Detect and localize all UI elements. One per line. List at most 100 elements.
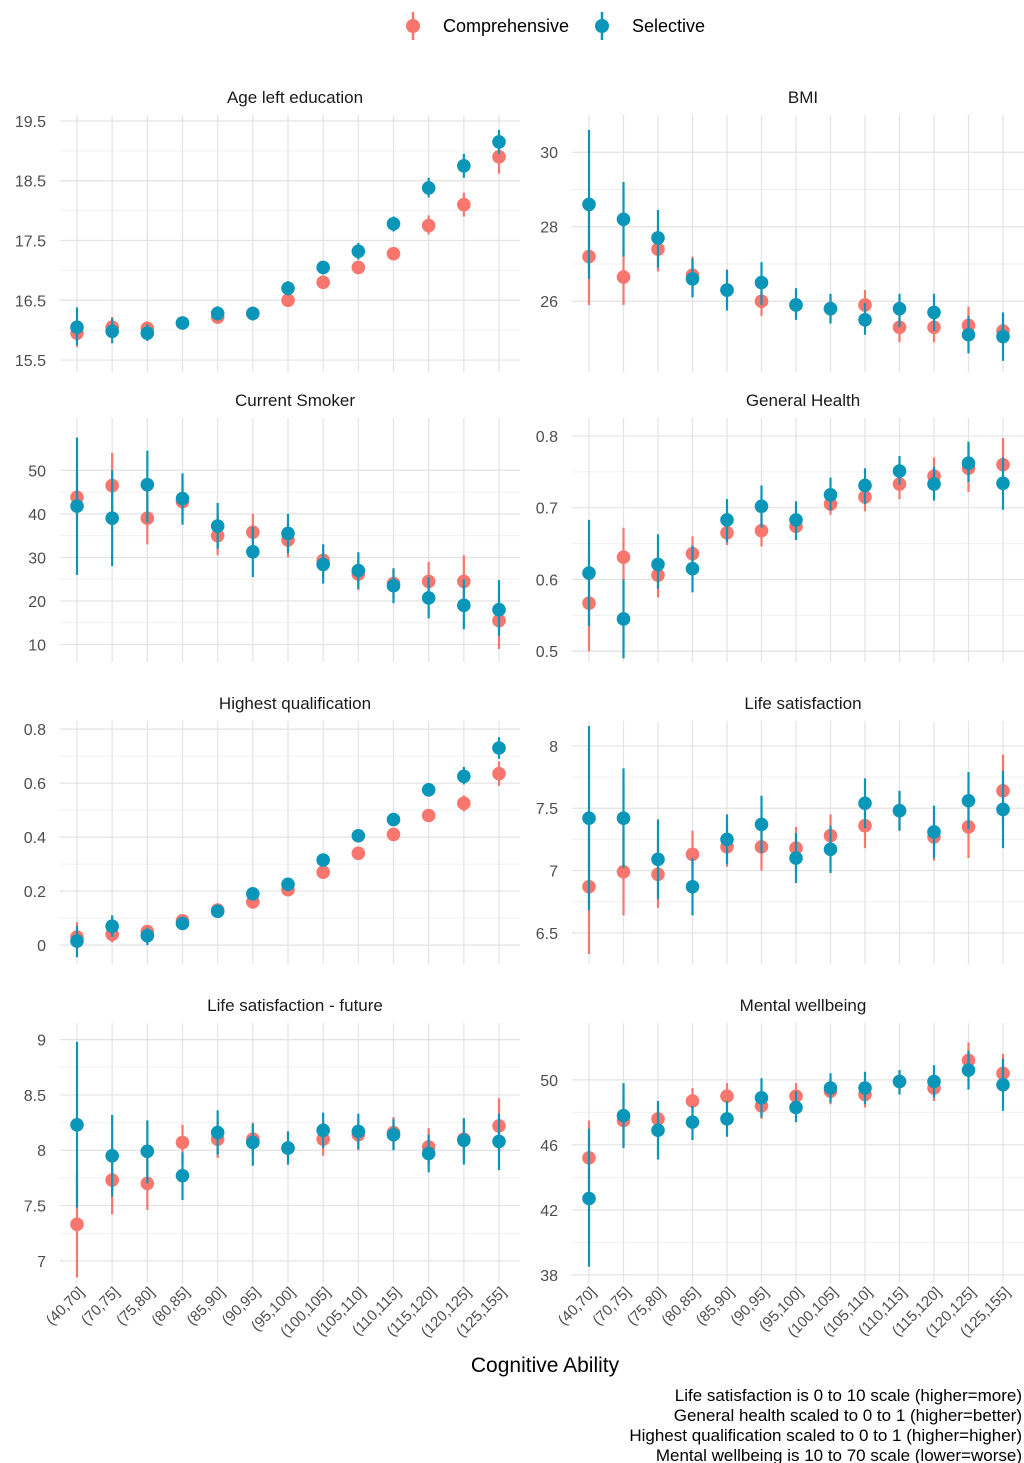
legend-key-dot xyxy=(406,19,420,33)
y-tick-label: 6.5 xyxy=(536,926,558,943)
data-point xyxy=(927,305,941,320)
data-point xyxy=(823,1081,838,1095)
data-point xyxy=(457,197,471,212)
data-point xyxy=(316,275,330,290)
data-point xyxy=(754,275,769,290)
data-point xyxy=(457,796,471,811)
x-tick-label: (80,85] xyxy=(148,1284,193,1329)
panel: 7 7.5 8 8.5 9 Life satisfaction - future (40,7… xyxy=(24,996,520,1341)
data-point xyxy=(685,879,700,894)
y-tick-label: 46 xyxy=(540,1138,558,1155)
data-point xyxy=(175,316,190,330)
x-tick-label: (80,85] xyxy=(658,1284,703,1329)
data-point xyxy=(421,218,436,233)
y-tick-label: 28 xyxy=(540,220,558,237)
data-point xyxy=(457,769,471,784)
data-point xyxy=(720,832,734,847)
data-point xyxy=(996,329,1010,344)
y-tick-label: 26 xyxy=(540,294,558,311)
data-point xyxy=(492,602,506,617)
data-point xyxy=(582,197,596,212)
y-tick-label: 18.5 xyxy=(15,174,46,191)
data-point xyxy=(351,244,366,259)
data-point xyxy=(823,842,838,857)
y-tick-label: 8 xyxy=(549,739,558,756)
data-point xyxy=(281,1141,295,1155)
data-point xyxy=(858,478,872,493)
data-point xyxy=(386,216,401,231)
data-point xyxy=(616,550,631,565)
data-point xyxy=(616,811,631,825)
data-point xyxy=(961,1063,976,1077)
y-tick-label: 10 xyxy=(28,638,46,655)
data-point xyxy=(316,865,330,879)
data-point xyxy=(210,1125,225,1140)
data-point xyxy=(720,1089,734,1103)
panel: 26 28 30 BMI xyxy=(540,88,1024,372)
data-point xyxy=(316,853,330,867)
data-point xyxy=(616,864,631,879)
data-point xyxy=(210,519,225,533)
panel-title: Mental wellbeing xyxy=(740,996,867,1015)
data-point xyxy=(892,301,907,316)
y-tick-label: 9 xyxy=(37,1033,46,1050)
data-point xyxy=(858,796,872,811)
data-point xyxy=(70,934,84,948)
panel: 0.5 0.6 0.7 0.8 General Health xyxy=(536,391,1024,662)
data-point xyxy=(351,1124,366,1139)
data-point xyxy=(892,1074,907,1089)
data-point xyxy=(720,1112,734,1126)
data-point xyxy=(582,811,596,825)
data-point xyxy=(492,741,506,755)
data-point xyxy=(754,499,769,514)
data-point xyxy=(386,1127,401,1142)
data-point xyxy=(616,270,631,284)
panel: 10 20 30 40 50 Current Smoker xyxy=(28,391,520,662)
y-tick-label: 0 xyxy=(37,938,46,955)
data-point xyxy=(70,320,84,334)
x-tick-label: (85,90] xyxy=(183,1284,228,1329)
x-tick-label: (70,75] xyxy=(78,1284,123,1329)
data-point xyxy=(351,260,366,275)
data-point xyxy=(996,802,1010,817)
data-point xyxy=(140,326,155,340)
data-point xyxy=(927,477,941,491)
data-point xyxy=(316,260,330,275)
panel-title: Age left education xyxy=(227,88,363,107)
data-point xyxy=(685,561,700,576)
data-point xyxy=(386,246,401,261)
x-axis-label: Cognitive Ability xyxy=(471,1354,620,1377)
data-point xyxy=(492,766,506,781)
data-point xyxy=(996,1077,1010,1092)
y-tick-label: 7.5 xyxy=(24,1199,46,1216)
x-tick-label: (75,80] xyxy=(113,1284,158,1329)
data-point xyxy=(175,491,190,506)
data-point xyxy=(720,513,734,527)
data-point xyxy=(616,612,631,626)
x-tick-label: (75,80] xyxy=(624,1284,669,1329)
data-point xyxy=(789,851,803,865)
y-tick-label: 0.8 xyxy=(536,429,558,446)
panel: 38 42 46 50 Mental wellbeing (40,70](70,75](7… xyxy=(540,996,1024,1341)
data-point xyxy=(281,281,295,296)
data-point xyxy=(210,306,225,321)
y-tick-label: 0.7 xyxy=(536,501,558,518)
data-point xyxy=(789,298,803,312)
panel-title: Life satisfaction - future xyxy=(207,996,383,1015)
legend-label: Selective xyxy=(632,16,705,36)
y-tick-label: 50 xyxy=(28,463,46,480)
data-point xyxy=(70,1217,84,1232)
data-point xyxy=(281,526,295,541)
panel-title: Life satisfaction xyxy=(744,694,861,713)
footnote: General health scaled to 0 to 1 (higher=… xyxy=(674,1406,1022,1425)
data-point xyxy=(457,598,471,613)
data-point xyxy=(651,557,665,572)
data-point xyxy=(105,511,119,526)
data-point xyxy=(386,812,401,827)
data-point xyxy=(927,825,941,839)
y-tick-label: 7 xyxy=(549,864,558,881)
panel-title: Current Smoker xyxy=(235,391,355,410)
data-point xyxy=(754,523,769,538)
y-tick-label: 17.5 xyxy=(15,234,46,251)
data-point xyxy=(651,852,665,867)
